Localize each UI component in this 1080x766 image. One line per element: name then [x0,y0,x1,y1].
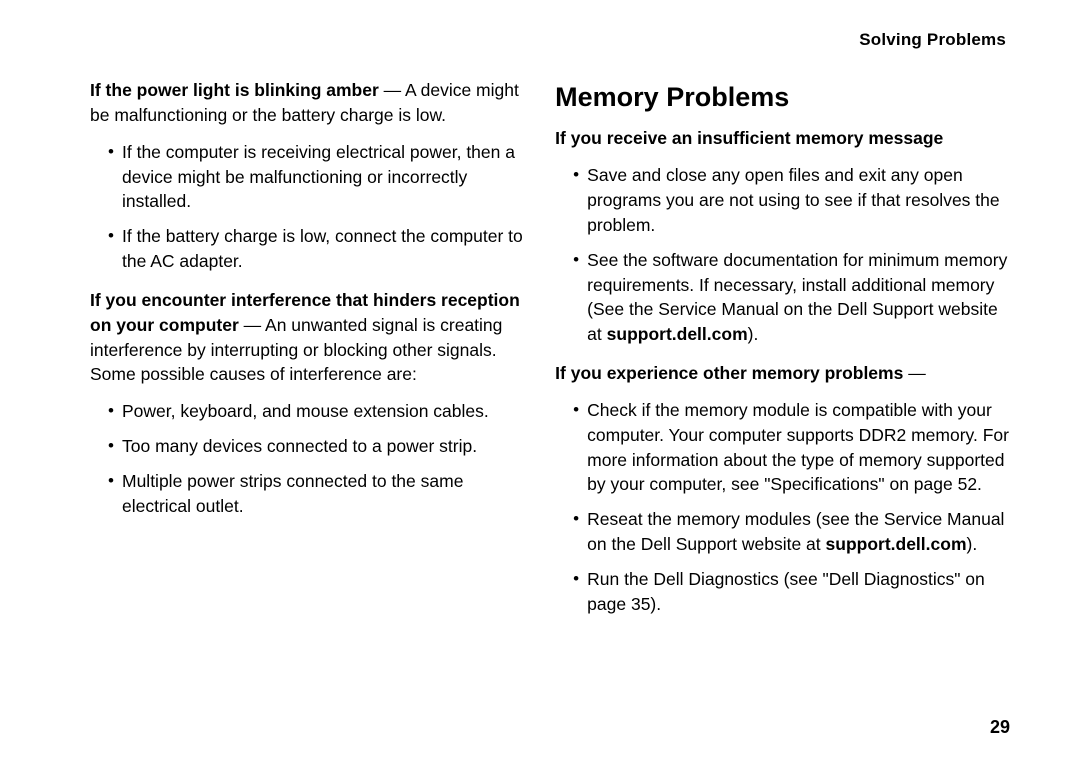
list-item: If the computer is receiving electrical … [108,140,523,215]
other-memory-bullet-list: Check if the memory module is compatible… [555,398,1010,617]
power-light-bullet-list: If the computer is receiving electrical … [90,140,523,274]
memory-problems-heading: Memory Problems [555,78,1010,116]
power-light-paragraph: If the power light is blinking amber — A… [90,78,523,128]
bullet-text-post: ). [967,534,978,554]
other-memory-dash: — [903,363,925,383]
list-item: Power, keyboard, and mouse extension cab… [108,399,523,424]
right-column: Memory Problems If you receive an insuff… [555,78,1010,631]
left-column: If the power light is blinking amber — A… [90,78,523,631]
insufficient-memory-bullet-list: Save and close any open files and exit a… [555,163,1010,347]
list-item: Reseat the memory modules (see the Servi… [573,507,1010,557]
list-item: Too many devices connected to a power st… [108,434,523,459]
list-item: See the software documentation for minim… [573,248,1010,347]
other-memory-lead-line: If you experience other memory problems … [555,361,1010,386]
insufficient-memory-lead: If you receive an insufficient memory me… [555,126,1010,151]
list-item: Multiple power strips connected to the s… [108,469,523,519]
list-item: If the battery charge is low, connect th… [108,224,523,274]
power-light-lead: If the power light is blinking amber [90,80,379,100]
other-memory-lead: If you experience other memory problems [555,363,903,383]
support-url: support.dell.com [607,324,748,344]
list-item: Run the Dell Diagnostics (see "Dell Diag… [573,567,1010,617]
support-url: support.dell.com [826,534,967,554]
interference-paragraph: If you encounter interference that hinde… [90,288,523,387]
two-column-layout: If the power light is blinking amber — A… [90,78,1010,631]
interference-bullet-list: Power, keyboard, and mouse extension cab… [90,399,523,518]
page-number: 29 [990,717,1010,738]
bullet-text-post: ). [748,324,759,344]
list-item: Check if the memory module is compatible… [573,398,1010,497]
list-item: Save and close any open files and exit a… [573,163,1010,238]
manual-page: Solving Problems If the power light is b… [0,0,1080,766]
running-header: Solving Problems [90,30,1010,50]
